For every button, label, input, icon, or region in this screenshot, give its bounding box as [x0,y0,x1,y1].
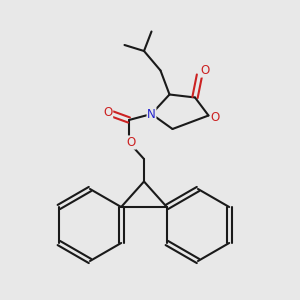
Text: O: O [211,111,220,124]
Text: O: O [200,64,209,77]
Text: O: O [103,106,112,119]
Text: O: O [127,136,136,149]
Text: N: N [147,107,156,121]
